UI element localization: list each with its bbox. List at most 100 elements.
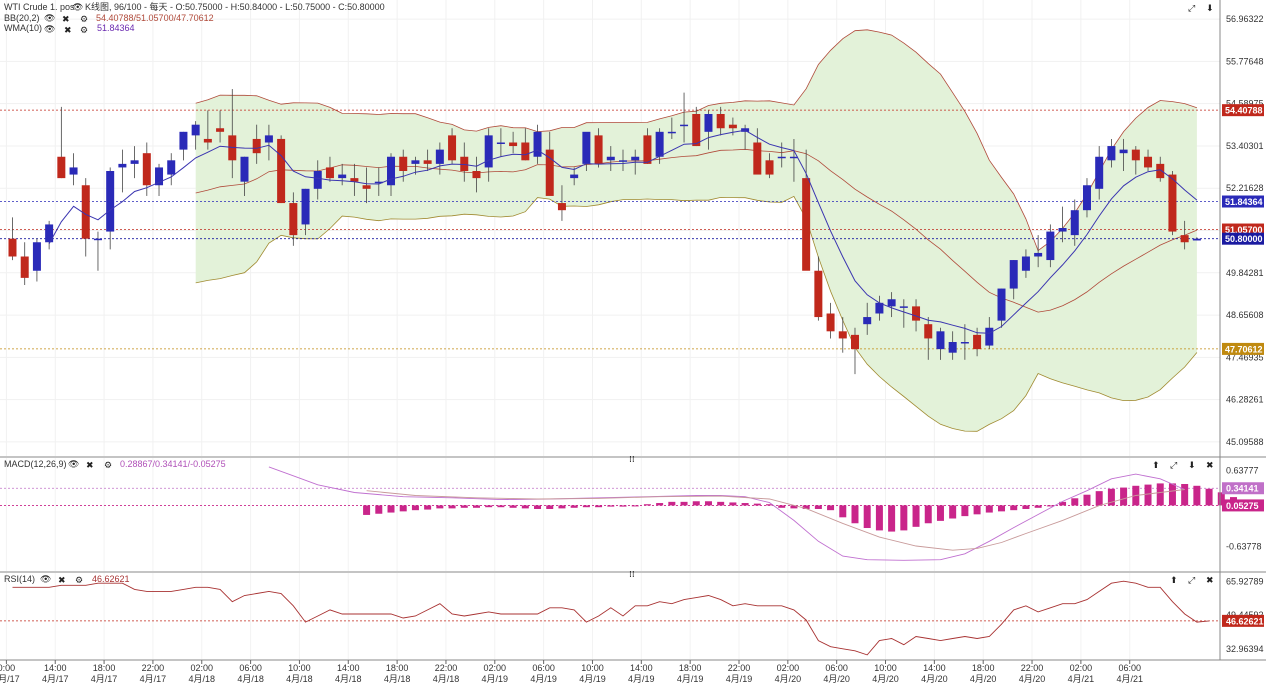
candle [997, 288, 1006, 328]
x-tick-date: 4月/19 [628, 674, 655, 684]
arrow-down-icon[interactable]: ⬇ [1206, 4, 1214, 14]
x-tick-date: 4月/20 [921, 674, 948, 684]
candle [533, 124, 542, 164]
x-tick-time: 06:00 [532, 663, 555, 673]
macd-histogram-bar [460, 505, 468, 508]
macd-histogram-bar [631, 505, 639, 507]
x-tick-date: 4月/18 [188, 674, 215, 684]
price-level-label: 54.40788 [1225, 106, 1263, 116]
price-level-label: 51.05700 [1225, 225, 1263, 235]
eye-icon[interactable]: 👁 [72, 3, 83, 13]
y-tick-label: 46.28261 [1226, 395, 1264, 405]
gear-icon[interactable]: ⚙ [104, 461, 112, 471]
rsi-panel[interactable] [0, 573, 1220, 659]
eye-icon[interactable]: 👁 [44, 25, 55, 35]
macd-histogram-bar [863, 505, 871, 529]
macd-histogram-bar [375, 505, 383, 514]
x-tick-time: 18:00 [679, 663, 702, 673]
candle [557, 185, 566, 221]
macd-histogram-bar [1071, 498, 1079, 506]
macd-histogram-bar [656, 503, 664, 506]
rsi-line [12, 580, 1210, 656]
macd-histogram-bar [1205, 488, 1213, 506]
macd-histogram-bar [448, 505, 456, 509]
candle [69, 153, 78, 186]
macd-panel[interactable] [0, 458, 1262, 571]
macd-histogram-bar [839, 505, 847, 518]
x-tick-date: 4月/19 [579, 674, 606, 684]
candle [81, 178, 90, 257]
candle [362, 167, 371, 204]
candle [1180, 220, 1189, 250]
macd-histogram-bar [1095, 491, 1103, 506]
close-icon[interactable]: ✖ [58, 576, 66, 586]
candle [863, 302, 872, 335]
splitter-grip-icon[interactable]: ⁞⁞ [629, 455, 635, 465]
close-icon[interactable]: ✖ [1206, 461, 1214, 471]
candle [1082, 178, 1091, 218]
arrow-up-icon[interactable]: ⬆ [1152, 461, 1160, 471]
macd-histogram-bar [936, 505, 944, 521]
candle [1144, 149, 1153, 171]
x-tick-time: 18:00 [93, 663, 116, 673]
macd-histogram-bar [985, 505, 993, 513]
expand-icon[interactable]: ⤢ [1187, 4, 1195, 14]
eye-icon[interactable]: 👁 [44, 14, 55, 24]
candle [1046, 224, 1055, 268]
x-tick-time: 02:00 [777, 663, 800, 673]
candle [252, 124, 261, 164]
expand-icon[interactable]: ⤢ [1187, 576, 1195, 586]
chart-info: K线图, 96/100 - 每天 - O:50.75000 - H:50.840… [85, 1, 385, 12]
price-level-badge [1222, 195, 1264, 208]
eye-icon[interactable]: 👁 [68, 460, 79, 470]
x-tick-time: 10:00 [581, 663, 604, 673]
candle [57, 106, 66, 179]
macd-histogram-bar [607, 505, 615, 507]
macd-histogram-bar [753, 503, 761, 506]
candle [423, 149, 432, 171]
gear-icon[interactable]: ⚙ [80, 26, 88, 36]
macd-histogram-bar [582, 505, 590, 508]
macd-histogram-bar [509, 505, 517, 508]
close-icon[interactable]: ✖ [86, 461, 94, 471]
macd-histogram-bar [692, 501, 700, 506]
arrow-down-icon[interactable]: ⬇ [1188, 461, 1196, 471]
price-panel[interactable] [0, 0, 1220, 456]
splitter-grip-icon[interactable]: ⁞⁞ [629, 570, 635, 580]
macd-histogram-bar [497, 505, 505, 508]
candle [313, 160, 322, 200]
macd-histogram [363, 483, 1262, 532]
expand-icon[interactable]: ⤢ [1169, 461, 1177, 471]
candle [1107, 138, 1116, 168]
y-tick-label: 53.40301 [1226, 141, 1264, 151]
close-icon[interactable]: ✖ [1206, 576, 1214, 586]
eye-icon[interactable]: 👁 [40, 575, 51, 585]
macd-label: MACD(12,26,9) [4, 459, 67, 469]
candle [814, 256, 823, 321]
candle [496, 128, 505, 157]
candle [545, 131, 554, 196]
macd-histogram-bar [485, 505, 493, 508]
macd-histogram-bar [998, 505, 1006, 512]
gear-icon[interactable]: ⚙ [80, 15, 88, 25]
close-icon[interactable]: ✖ [64, 26, 72, 36]
candle [875, 295, 884, 321]
gear-icon[interactable]: ⚙ [75, 576, 83, 586]
candle [1192, 237, 1201, 241]
x-tick-date: 4月/18 [433, 674, 460, 684]
close-icon[interactable]: ✖ [62, 15, 70, 25]
x-tick-time: 22:00 [1021, 663, 1044, 673]
price-level-badge [1222, 342, 1264, 355]
macd-histogram-bar [973, 505, 981, 515]
x-tick-date: 4月/18 [335, 674, 362, 684]
x-tick-date: 4月/21 [1116, 674, 1143, 684]
arrow-up-icon[interactable]: ⬆ [1170, 576, 1178, 586]
candle [789, 138, 798, 182]
rsi-level-badge [1222, 614, 1264, 627]
candle [1131, 146, 1140, 175]
candle [350, 163, 359, 196]
macd-histogram-bar [802, 505, 810, 509]
candle [32, 238, 41, 282]
candle [45, 220, 54, 250]
